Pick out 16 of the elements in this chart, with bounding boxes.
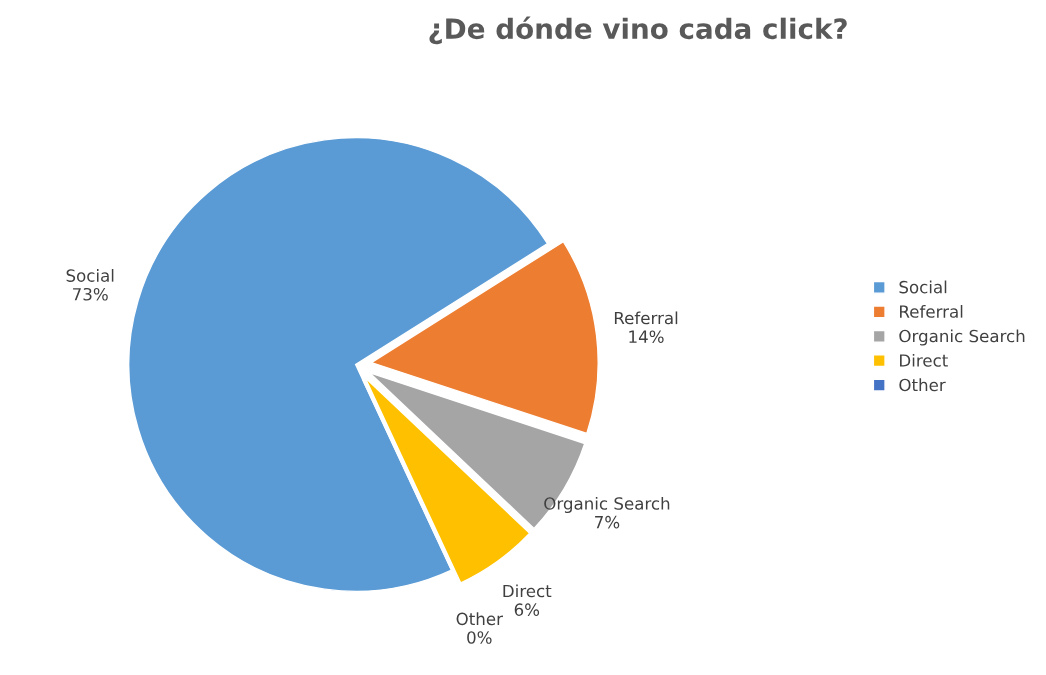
chart-title: ¿De dónde vino cada click?	[429, 16, 847, 45]
legend-label: Direct	[900, 353, 948, 367]
slice-label: Organic Search	[544, 496, 670, 514]
legend-label: Other	[899, 378, 946, 392]
data-label: 6%	[514, 603, 540, 616]
legend-label: Social	[899, 280, 947, 294]
slice-label: Referral	[614, 311, 678, 325]
data-label: 73%	[73, 287, 108, 301]
legend-label: Organic Search	[899, 329, 1025, 346]
slice-label: Social	[66, 268, 114, 282]
data-label: 7%	[595, 515, 620, 529]
legend-label: Referral	[900, 304, 963, 318]
text: 0%	[467, 631, 492, 644]
category-label: Other	[456, 612, 503, 626]
data-label: 14%	[629, 330, 664, 344]
slice-label: Direct	[503, 584, 552, 598]
